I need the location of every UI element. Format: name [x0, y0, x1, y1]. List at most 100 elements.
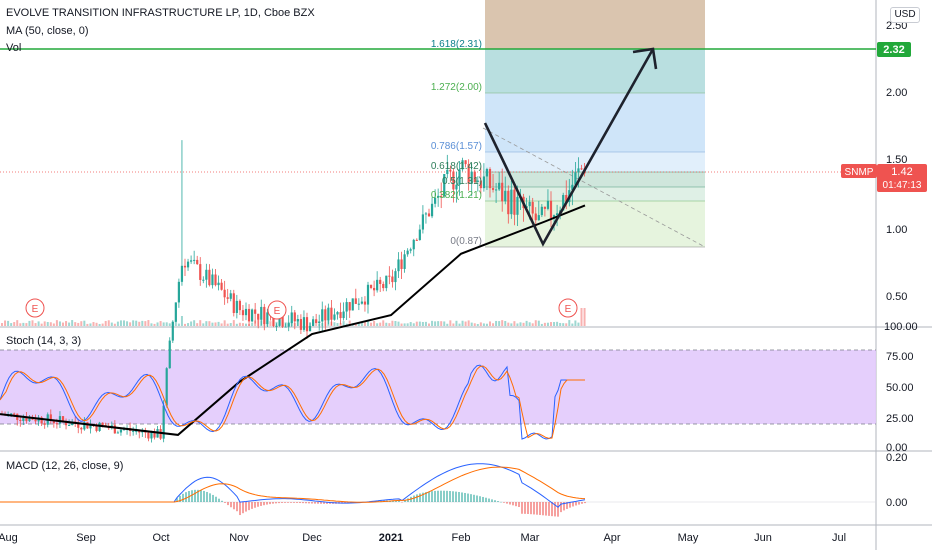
candle-body	[241, 310, 245, 316]
candle-body	[366, 284, 370, 305]
volume-bar	[421, 321, 424, 326]
macd-histogram-bar	[437, 490, 439, 502]
ma-indicator-label[interactable]: MA (50, close, 0)	[6, 25, 89, 37]
candle-body	[272, 313, 275, 327]
volume-bar	[543, 322, 546, 326]
candle-body	[293, 312, 296, 322]
macd-histogram-bar	[215, 496, 217, 502]
projection-arrowhead	[632, 47, 658, 70]
macd-histogram-bar	[218, 498, 220, 502]
volume-bar	[184, 323, 186, 326]
earnings-marker[interactable]: E	[558, 298, 578, 318]
candle-body	[449, 169, 452, 172]
macd-histogram-bar	[314, 502, 316, 504]
volume-bar	[339, 323, 342, 326]
candle-body	[382, 283, 385, 289]
chart-title: EVOLVE TRANSITION INFRASTRUCTURE LP, 1D,…	[6, 7, 315, 19]
volume-bar	[577, 322, 580, 326]
volume-bar	[232, 320, 235, 326]
candle-body	[290, 312, 293, 324]
volume-bar	[235, 323, 238, 326]
candle-body	[132, 430, 135, 432]
candle-body	[406, 250, 409, 255]
stoch-indicator-label[interactable]: Stoch (14, 3, 3)	[6, 335, 82, 347]
earnings-marker[interactable]: E	[25, 298, 45, 318]
volume-bar	[409, 322, 412, 326]
candle-body	[52, 420, 55, 424]
candle-body	[223, 289, 226, 298]
volume-bar	[74, 322, 77, 326]
candle-body	[473, 171, 476, 182]
macd-histogram-bar	[500, 501, 502, 503]
volume-bar	[31, 320, 34, 326]
volume-bar	[437, 321, 440, 326]
macd-histogram-bar	[257, 502, 259, 507]
macd-histogram-bar	[551, 502, 553, 517]
candle-body	[369, 284, 373, 288]
currency-button[interactable]: USD	[890, 7, 920, 23]
macd-histogram-bar	[560, 502, 562, 513]
macd-histogram-bar	[413, 495, 415, 502]
fib-zone-500	[485, 187, 705, 201]
candle-body	[376, 279, 379, 291]
macd-histogram-bar	[455, 491, 457, 502]
candle-body	[415, 239, 418, 241]
volume-bar	[385, 322, 388, 326]
macd-histogram-bar	[566, 502, 568, 509]
macd-histogram-bar	[461, 492, 463, 502]
volume-bar	[357, 323, 360, 326]
candle-body	[165, 368, 168, 406]
time-tick: Dec	[302, 532, 322, 544]
macd-indicator-label[interactable]: MACD (12, 26, close, 9)	[6, 460, 124, 472]
volume-bar	[129, 322, 132, 326]
time-tick: Sep	[76, 532, 96, 544]
candle-body	[504, 190, 507, 202]
stoch-tick: 75.00	[886, 351, 914, 363]
candle-body	[55, 423, 58, 425]
volume-bar	[43, 321, 46, 326]
volume-bar	[559, 322, 562, 326]
volume-bar	[513, 321, 516, 326]
volume-indicator-label[interactable]: Vol	[6, 42, 22, 54]
volume-bar	[498, 321, 501, 326]
volume-bar	[46, 322, 49, 326]
stoch-tick: 50.00	[886, 382, 914, 394]
macd-histogram-bar	[320, 502, 322, 504]
macd-histogram-bar	[578, 502, 580, 505]
volume-bar	[455, 320, 458, 326]
candle-body	[400, 259, 403, 269]
candle-body	[226, 297, 229, 299]
volume-bar	[89, 323, 92, 326]
time-tick: Nov	[229, 532, 249, 544]
volume-bar	[196, 323, 199, 326]
volume-bar	[34, 323, 37, 326]
earnings-marker[interactable]: E	[267, 300, 287, 320]
volume-bar	[562, 323, 565, 326]
volume-bar	[141, 320, 144, 326]
candle-body	[446, 169, 449, 175]
candle-body	[531, 201, 534, 214]
macd-histogram-bar	[227, 502, 229, 506]
macd-histogram-bar	[509, 502, 511, 505]
candle-body	[174, 302, 177, 322]
volume-bar	[556, 321, 559, 326]
macd-histogram-bar	[449, 491, 451, 502]
candle-body	[77, 423, 80, 428]
volume-bar	[251, 322, 254, 326]
macd-histogram-bar	[485, 497, 487, 502]
candle-body	[278, 316, 281, 326]
candle-body	[321, 309, 324, 322]
candle-body	[260, 306, 263, 320]
volume-bar	[376, 323, 379, 326]
candle-body	[452, 171, 455, 190]
macd-histogram-bar	[236, 502, 238, 512]
volume-bar	[62, 322, 64, 326]
volume-bar	[107, 320, 110, 326]
macd-histogram-bar	[584, 502, 586, 504]
volume-bar	[428, 323, 430, 326]
fib-zone-top	[485, 0, 705, 49]
candle-body	[40, 417, 43, 424]
volume-bar	[397, 321, 400, 326]
volume-bar	[174, 321, 177, 326]
candle-body	[394, 271, 397, 283]
